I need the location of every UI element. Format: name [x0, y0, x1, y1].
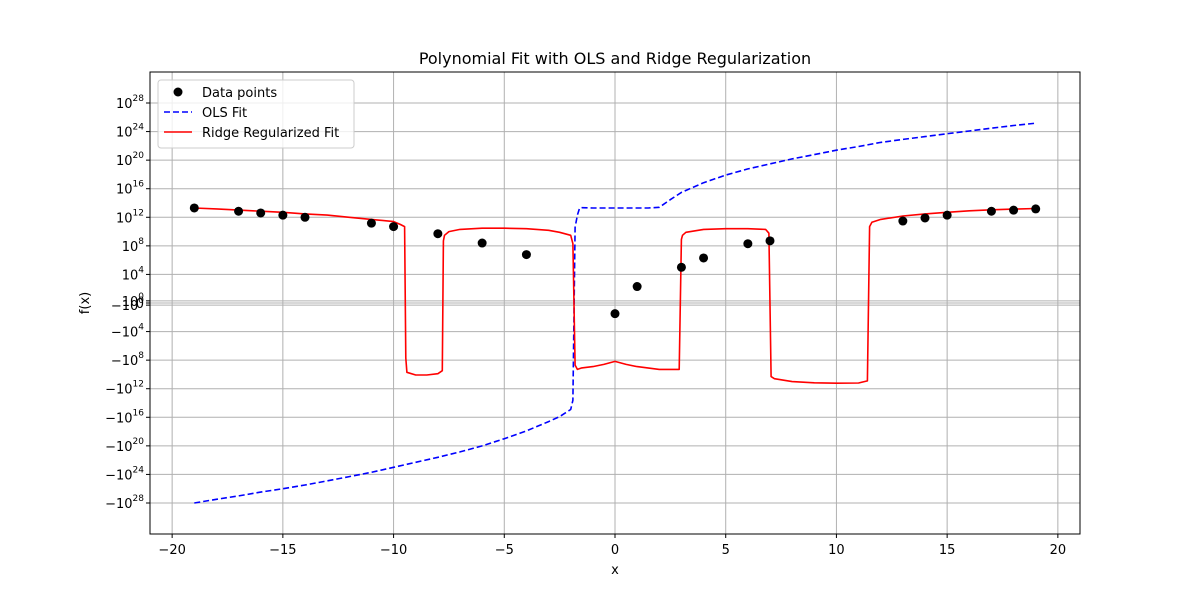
legend-label: OLS Fit: [202, 106, 247, 121]
y-tick-label: −1012: [105, 380, 144, 398]
ols-fit-line: [194, 122, 1036, 504]
x-tick-label: 15: [939, 543, 956, 558]
data-point: [986, 206, 996, 216]
y-tick-label: 1028: [116, 94, 144, 112]
grid: [150, 72, 1080, 534]
data-point: [1009, 205, 1019, 215]
chart-title: Polynomial Fit with OLS and Ridge Regula…: [419, 49, 811, 68]
y-tick-label: 1024: [116, 123, 144, 141]
data-point: [278, 210, 288, 220]
y-tick-label: 108: [122, 237, 145, 255]
data-point: [898, 216, 908, 226]
data-point: [433, 229, 443, 239]
legend-label: Ridge Regularized Fit: [202, 126, 339, 141]
data-point: [743, 239, 753, 249]
x-tick-label: −20: [158, 543, 185, 558]
y-axis-label: f(x): [78, 292, 93, 314]
x-tick-label: 10: [828, 543, 845, 558]
y-tick-label: −100: [111, 296, 144, 314]
data-point: [300, 212, 310, 222]
data-point: [234, 206, 244, 216]
data-point: [1031, 204, 1041, 214]
x-tick-label: −15: [269, 543, 296, 558]
legend-box: [157, 79, 355, 149]
y-tick-label: 1020: [116, 151, 144, 169]
data-point: [389, 222, 399, 232]
data-point: [521, 250, 531, 260]
y-tick-label-zero: 0: [136, 297, 144, 312]
y-tick-label: −1024: [105, 465, 144, 483]
ticks: −20 −15 −10 −5 0 5 10 15 20 1028 1024 1020 1016 1012 1…: [105, 94, 1066, 558]
data-point: [676, 262, 686, 272]
data-point: [632, 282, 642, 292]
data-point: [366, 218, 376, 228]
y-tick-label: 1012: [116, 208, 144, 226]
x-tick-label: 20: [1050, 543, 1067, 558]
ridge-regularized-fit-line: [194, 207, 1036, 385]
x-axis-label: x: [611, 563, 619, 578]
x-tick-label: 0: [611, 543, 619, 558]
x-tick-label: −10: [380, 543, 407, 558]
y-tick-label: 104: [122, 265, 145, 283]
data-point: [610, 309, 620, 319]
y-tick-label: −1028: [105, 494, 144, 512]
data-point: [189, 203, 199, 213]
x-tick-label: −5: [495, 543, 514, 558]
y-tick-label: 1016: [116, 180, 144, 198]
y-tick-label: 100: [122, 292, 145, 310]
data-point: [699, 253, 709, 263]
x-tick-label: 5: [722, 543, 730, 558]
legend-label: Data points: [202, 86, 277, 101]
data-point: [477, 238, 487, 248]
y-tick-label: −1020: [105, 437, 144, 455]
series-layer: [189, 122, 1041, 504]
data-point: [920, 213, 930, 223]
legend: Data points OLS Fit Ridge Regularized Fit: [157, 79, 355, 149]
legend-marker: [173, 87, 183, 97]
y-tick-label: −1016: [105, 408, 144, 426]
data-point: [942, 210, 952, 220]
data-point: [256, 208, 266, 218]
y-tick-label: −104: [111, 323, 144, 341]
data-point: [765, 236, 775, 246]
y-tick-label: −108: [111, 351, 144, 369]
